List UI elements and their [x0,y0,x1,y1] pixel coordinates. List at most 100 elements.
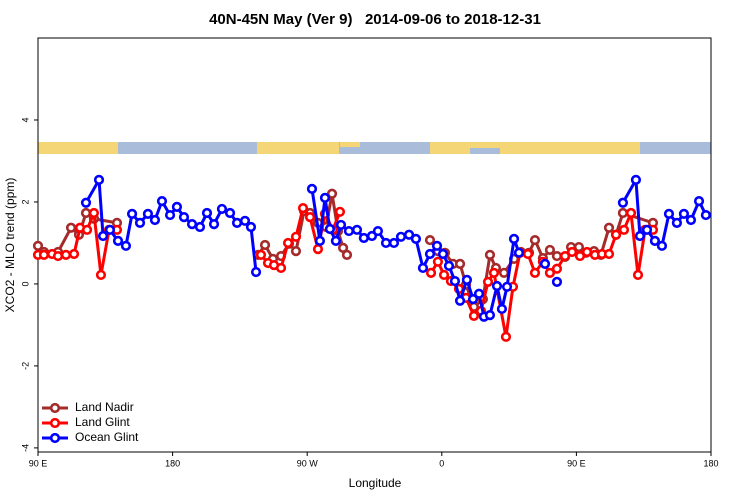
data-point [559,250,571,262]
y-tick-label: 0 [20,281,30,286]
data-point [239,215,251,226]
data-point [617,197,629,208]
legend-label: Land Nadir [75,400,134,414]
data-point [290,231,302,242]
data-point [573,241,585,253]
data-point [334,206,346,217]
data-point [424,234,436,246]
legend-label: Land Glint [75,415,130,429]
data-point [380,237,392,249]
series [80,174,712,322]
data-point [508,233,520,244]
data-point [250,266,262,278]
data-point [498,267,510,278]
x-axis-label: Longitude [349,476,402,490]
data-point [120,240,132,251]
data-point [544,267,556,278]
data-point [178,212,190,223]
data-point [641,224,653,235]
data-point [282,237,294,249]
data-point [216,203,228,215]
data-point [314,235,326,247]
data-point [403,229,415,240]
data-point [551,263,563,274]
data-point [551,276,563,287]
data-point [501,281,513,292]
data-point [80,207,92,219]
x-tick-label: 0 [439,458,444,468]
data-point [93,174,105,185]
x-tick-label: 90 W [297,458,319,468]
data-point [149,214,161,226]
data-point [245,221,257,233]
legend-marker [49,417,61,429]
data-point [468,310,480,322]
data-point [326,188,338,199]
data-point [324,223,336,235]
land-mask-strip [38,142,711,154]
data-point [700,209,712,221]
legend-label: Ocean Glint [75,430,139,444]
data-point [656,240,668,251]
data-point [81,224,93,235]
data-point [513,247,525,258]
data-point [304,212,316,223]
data-point [454,258,466,269]
data-point [424,248,436,260]
data-point [443,260,455,272]
data-point [678,208,690,219]
data-point [224,207,236,219]
data-point [343,225,355,237]
data-point [693,196,705,207]
data-point [551,250,563,262]
data-point [52,250,64,262]
data-point [297,203,309,214]
data-point [491,280,503,292]
data-point [358,232,369,244]
data-point [231,217,243,228]
data-point [482,276,494,287]
data-point [255,249,267,260]
data-point [425,267,437,278]
data-point [566,246,578,258]
data-point [617,207,629,219]
data-point [388,237,400,249]
data-point [142,208,154,219]
data-point [603,222,615,233]
data-point [473,288,485,299]
y-tick-label: 2 [20,199,30,204]
data-point [32,240,44,251]
data-point [60,249,72,260]
y-tick-label: -2 [20,362,30,370]
data-point [417,262,429,274]
data-point [97,230,109,242]
data-point [164,209,176,221]
data-point [194,221,206,233]
x-tick-label: 90 E [29,458,48,468]
data-point [38,249,50,260]
chart-title: 40N-45N May (Ver 9) 2014-09-06 to 2018-1… [209,11,541,28]
data-point [461,274,473,285]
data-point [431,240,443,251]
data-point [603,248,615,260]
data-point [186,218,198,230]
data-point [330,235,342,247]
data-point [290,246,302,257]
data-point [529,234,541,246]
y-tick-label: 4 [20,117,30,122]
x-tick-label: 180 [165,458,180,468]
data-point [171,201,183,212]
data-point [432,256,444,267]
data-point [319,192,331,203]
data-point [275,262,287,274]
data-point [488,267,500,278]
data-point [625,207,637,219]
data-point [454,295,466,306]
data-point [529,267,541,278]
data-point [208,218,220,230]
data-point [104,224,116,235]
data-point [95,269,107,281]
data-point [671,217,683,228]
